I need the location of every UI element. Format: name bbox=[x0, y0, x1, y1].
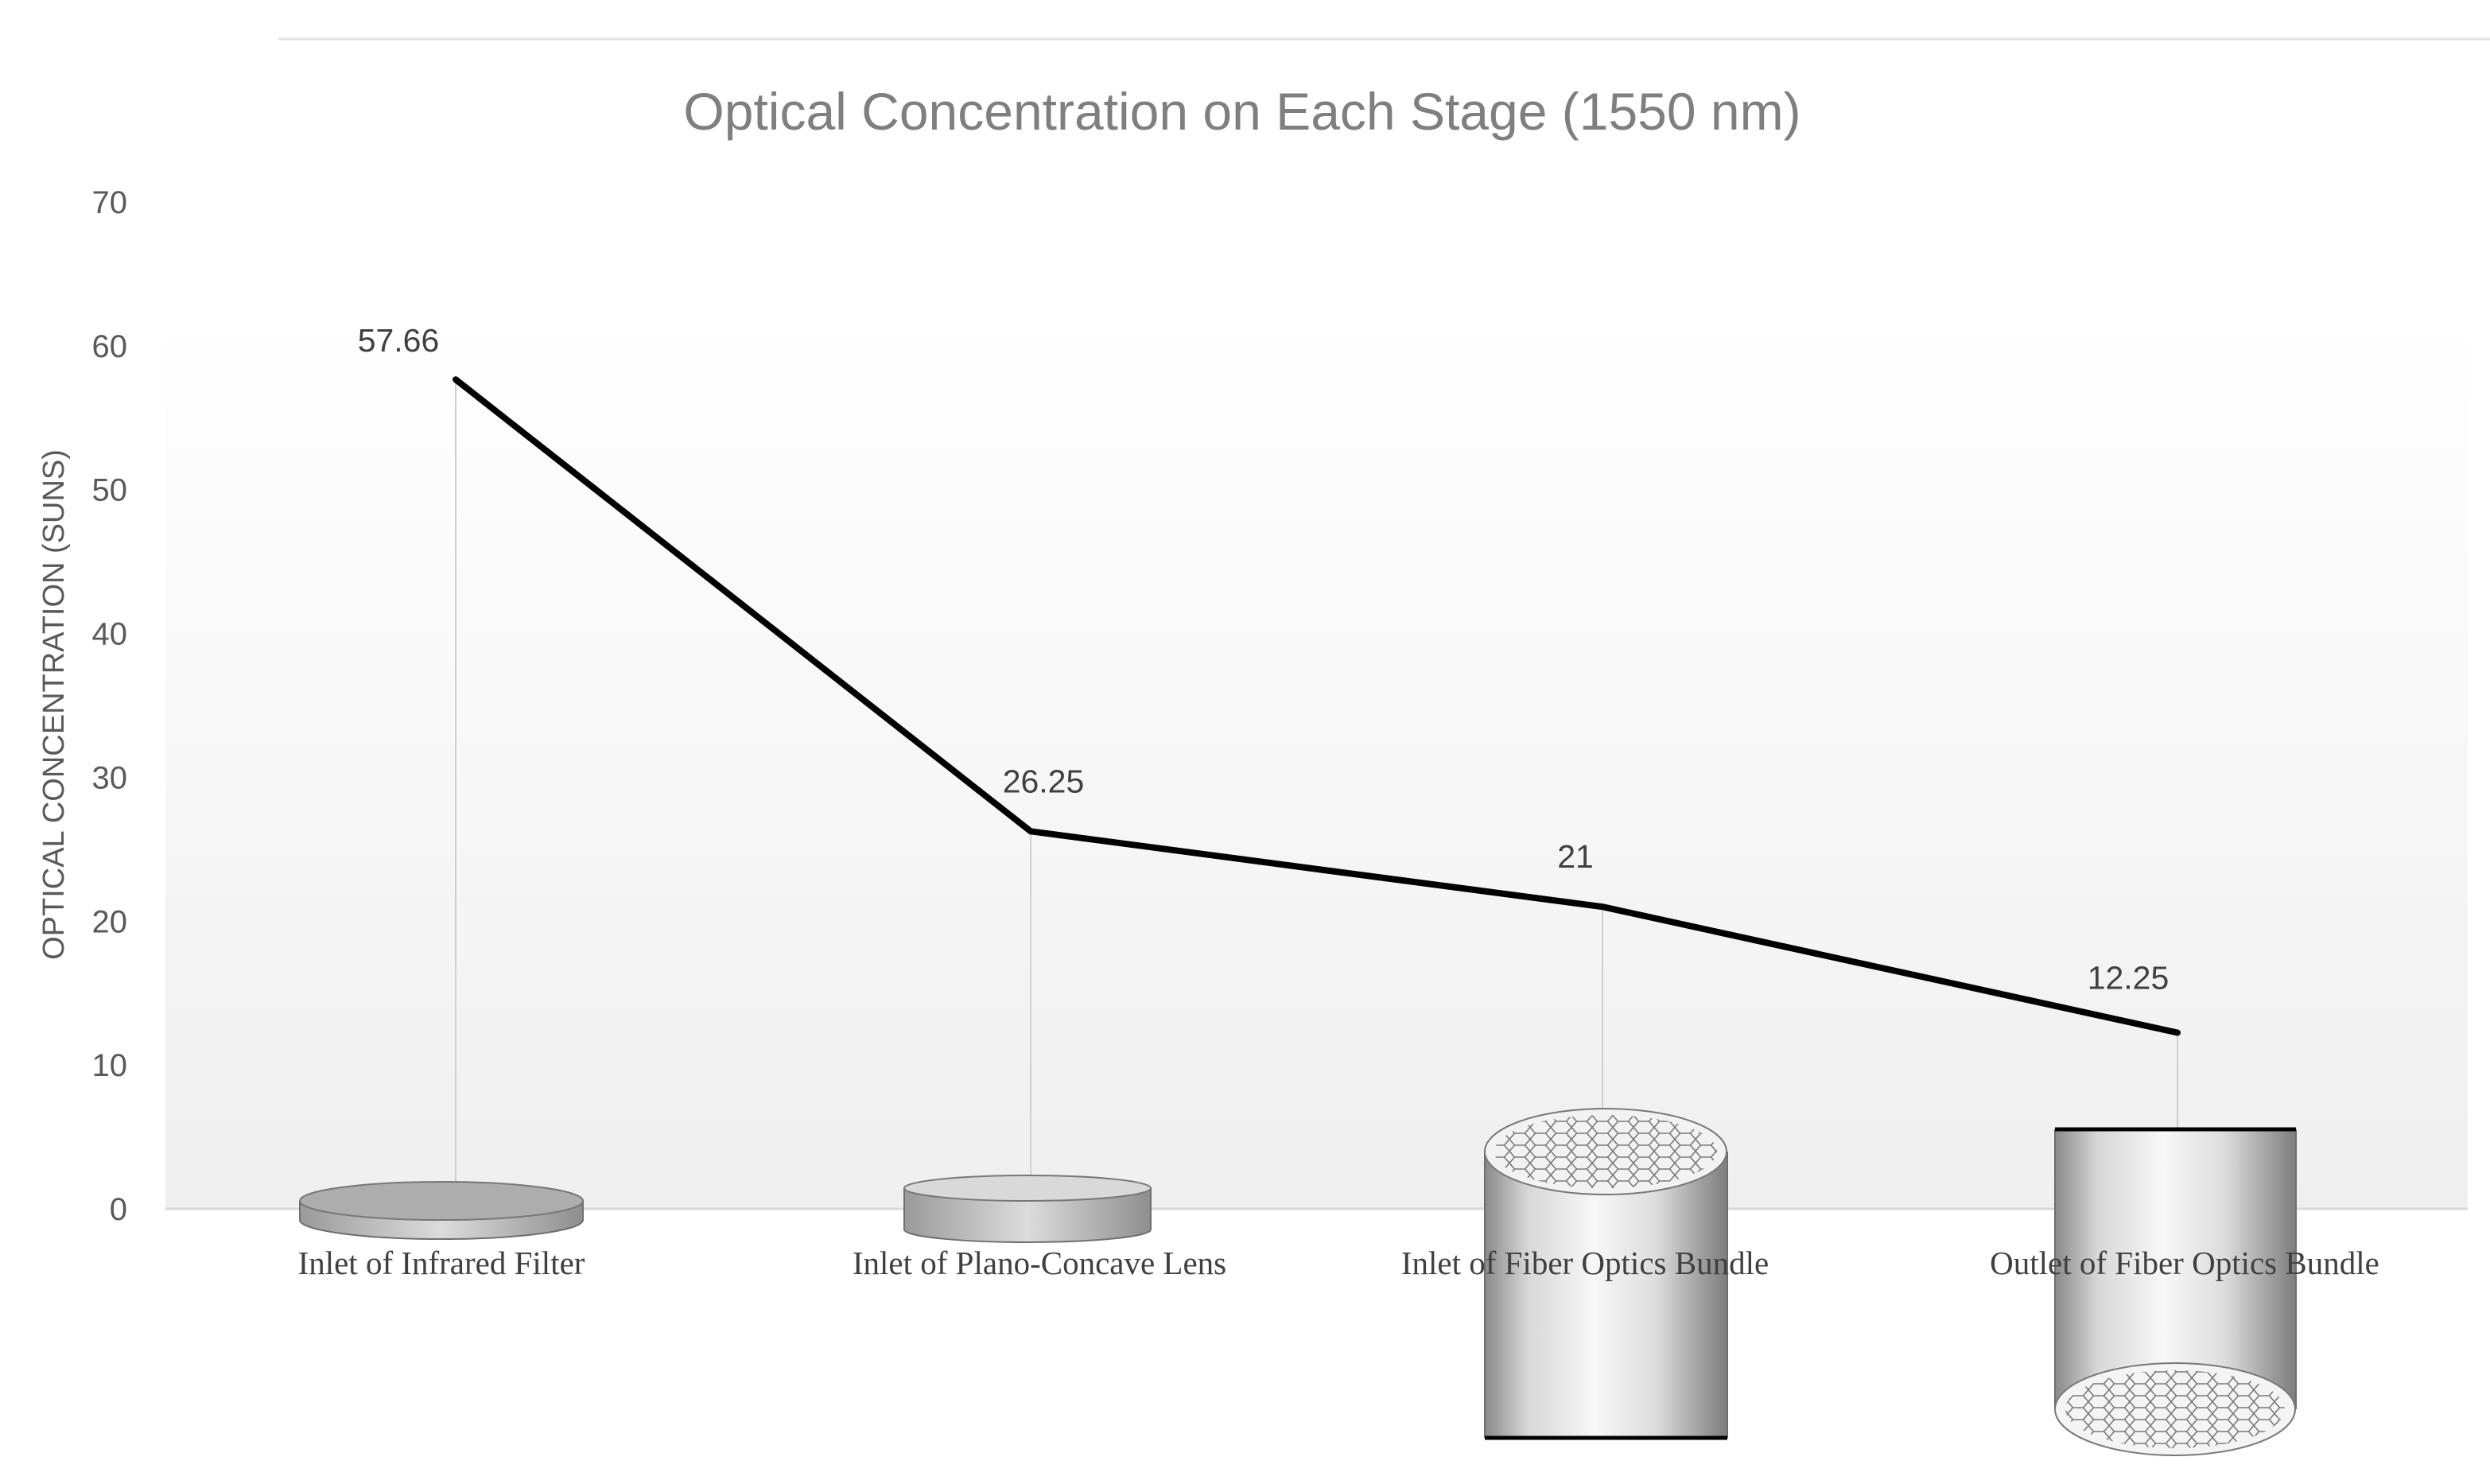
series-line bbox=[453, 376, 2181, 1036]
x-tick-label: Outlet of Fiber Optics Bundle bbox=[1990, 1245, 2379, 1281]
x-axis-ticks: Inlet of Infrared Filter Inlet of Plano-C… bbox=[298, 1245, 2379, 1281]
y-axis-title: OPTICAL CONCENTRATION (SUNS) bbox=[37, 449, 71, 960]
x-tick-label: Inlet of Plano-Concave Lens bbox=[853, 1245, 1226, 1281]
plano-concave-lens-illustration bbox=[903, 1175, 1152, 1243]
y-tick-label: 60 bbox=[92, 329, 128, 364]
y-tick-label: 20 bbox=[92, 904, 128, 939]
x-tick-label: Inlet of Fiber Optics Bundle bbox=[1401, 1245, 1769, 1281]
y-tick-label: 70 bbox=[92, 185, 128, 220]
chart-title: Optical Concentration on Each Stage (155… bbox=[683, 82, 1800, 141]
y-tick-label: 50 bbox=[92, 473, 128, 508]
data-label: 26.25 bbox=[1003, 763, 1085, 799]
data-labels: 57.66 26.25 21 12.25 bbox=[358, 322, 2170, 996]
infrared-filter-illustration bbox=[299, 1181, 584, 1240]
y-tick-label: 0 bbox=[110, 1192, 127, 1227]
x-tick-label: Inlet of Infrared Filter bbox=[298, 1245, 585, 1281]
y-axis-ticks: 0 10 20 30 40 50 60 70 bbox=[92, 185, 128, 1227]
data-label: 57.66 bbox=[358, 322, 440, 359]
fiber-bundle-outlet-illustration bbox=[2054, 1127, 2297, 1456]
y-tick-label: 40 bbox=[92, 617, 128, 652]
plot-area bbox=[165, 318, 2468, 1209]
data-label: 12.25 bbox=[2088, 959, 2170, 996]
data-label: 21 bbox=[1557, 838, 1594, 875]
fiber-bundle-inlet-illustration bbox=[1484, 1108, 1728, 1440]
y-tick-label: 30 bbox=[92, 760, 128, 795]
y-tick-label: 10 bbox=[92, 1048, 128, 1083]
